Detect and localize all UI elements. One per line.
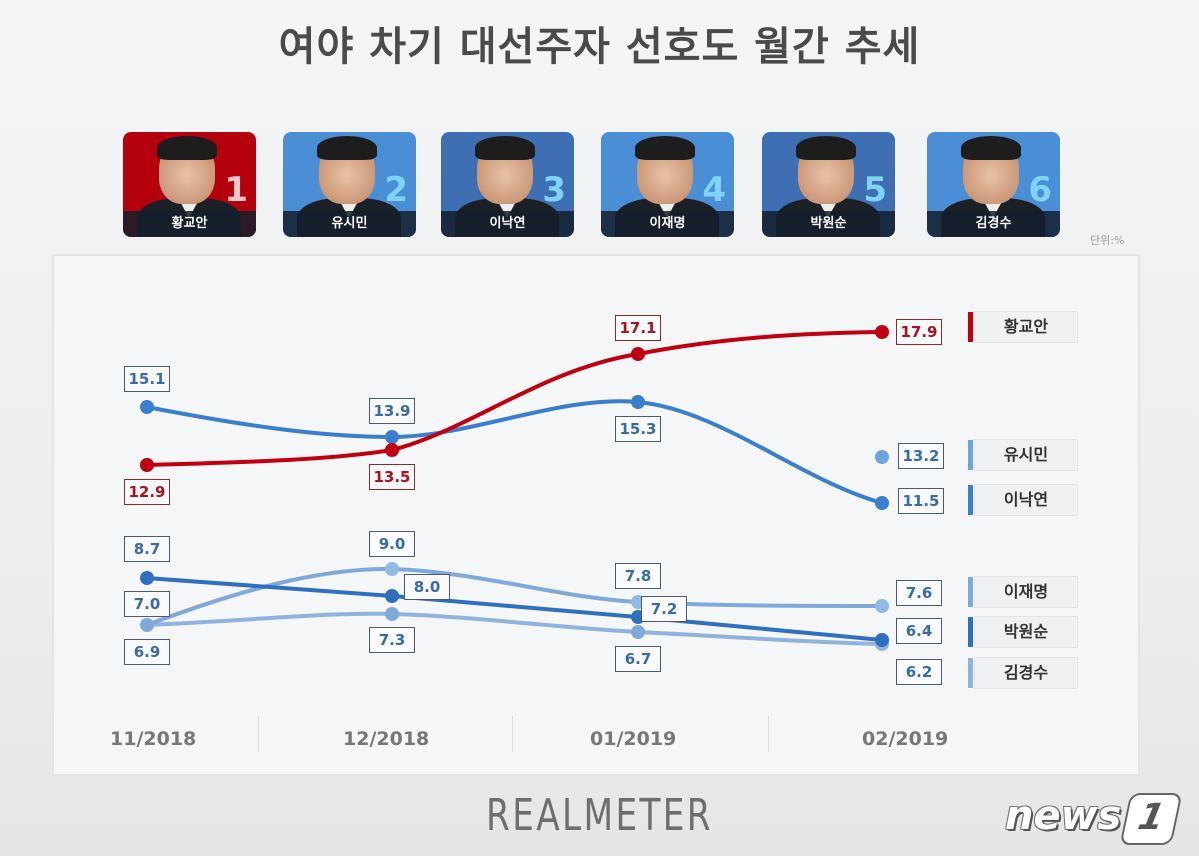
data-label: 17.1 <box>615 315 661 341</box>
data-label: 6.9 <box>124 639 170 665</box>
rank-number: 3 <box>542 170 566 210</box>
data-label: 15.3 <box>615 416 661 442</box>
candidate-name: 박원순 <box>762 211 895 237</box>
rank-number: 6 <box>1028 170 1052 210</box>
data-label: 13.5 <box>369 464 415 490</box>
candidate-cards: 1 황교안 2 유시민 3 이낙연 4 이재명 5 박원순 6 김경수 <box>0 132 1199 238</box>
candidate-card-4: 4 이재명 <box>601 132 734 237</box>
candidate-name: 이재명 <box>601 211 734 237</box>
x-axis-divider <box>512 716 513 752</box>
x-axis-label: 11/2018 <box>110 728 197 750</box>
chart-title: 여야 차기 대선주자 선호도 월간 추세 <box>278 24 921 70</box>
x-axis-divider <box>258 716 259 752</box>
data-label: 8.7 <box>124 536 170 562</box>
data-label: 7.8 <box>615 563 661 589</box>
legend-label: 황교안 <box>974 311 1078 343</box>
x-axis-divider <box>768 716 769 752</box>
data-label: 13.2 <box>898 443 944 469</box>
legend-swatch <box>968 440 973 470</box>
legend-label: 김경수 <box>974 657 1078 689</box>
candidate-card-6: 6 김경수 <box>927 132 1060 237</box>
data-label: 11.5 <box>898 488 944 514</box>
data-label: 6.2 <box>896 659 942 685</box>
x-axis-label: 12/2018 <box>343 728 430 750</box>
x-axis-label: 01/2019 <box>590 728 677 750</box>
data-label: 7.2 <box>641 596 687 622</box>
candidate-name: 황교안 <box>123 211 256 237</box>
candidate-name: 이낙연 <box>441 211 574 237</box>
legend-swatch <box>968 577 973 607</box>
legend-swatch <box>968 617 973 647</box>
legend-item-lee-jm: 이재명 <box>968 575 1080 609</box>
legend-label: 유시민 <box>974 439 1078 471</box>
data-label: 9.0 <box>369 531 415 557</box>
data-label: 6.7 <box>615 646 661 672</box>
legend-swatch <box>968 658 973 688</box>
series-line-hwang <box>146 330 883 467</box>
watermark-text: news <box>1005 793 1122 839</box>
series-line-park <box>146 576 883 642</box>
data-label: 8.0 <box>404 574 450 600</box>
x-axis-label: 02/2019 <box>862 728 949 750</box>
data-label: 12.9 <box>124 479 170 505</box>
legend-item-park: 박원순 <box>968 615 1080 649</box>
legend-label: 박원순 <box>974 616 1078 648</box>
data-label: 13.9 <box>369 398 415 424</box>
candidate-name: 김경수 <box>927 211 1060 237</box>
series-line-kim <box>146 611 883 646</box>
data-label: 6.4 <box>896 618 942 644</box>
data-label: 17.9 <box>896 319 942 345</box>
candidate-name: 유시민 <box>283 211 416 237</box>
legend-item-yoo: 유시민 <box>968 438 1080 472</box>
brand-logo: REALMETER <box>486 790 713 841</box>
legend-item-hwang: 황교안 <box>968 310 1080 344</box>
candidate-card-5: 5 박원순 <box>762 132 895 237</box>
candidate-card-1: 1 황교안 <box>123 132 256 237</box>
rank-number: 1 <box>224 170 248 210</box>
news1-watermark: news 1 <box>1005 793 1183 845</box>
series-line-lee-ny <box>146 399 883 505</box>
legend-item-kim: 김경수 <box>968 656 1080 690</box>
legend-label: 이재명 <box>974 576 1078 608</box>
legend-label: 이낙연 <box>974 484 1078 516</box>
rank-number: 4 <box>702 170 726 210</box>
data-label: 7.6 <box>896 580 942 606</box>
data-points <box>140 325 889 651</box>
data-label: 15.1 <box>124 366 170 392</box>
rank-number: 2 <box>384 170 408 210</box>
unit-label: 단위:% <box>1090 234 1125 247</box>
candidate-card-2: 2 유시민 <box>283 132 416 237</box>
watermark-badge: 1 <box>1119 793 1183 845</box>
rank-number: 5 <box>863 170 887 210</box>
chart-panel <box>52 254 1140 776</box>
legend-item-lee-ny: 이낙연 <box>968 483 1080 517</box>
data-label: 7.0 <box>124 591 170 617</box>
legend-swatch <box>968 485 973 515</box>
legend-swatch <box>968 312 973 342</box>
candidate-card-3: 3 이낙연 <box>441 132 574 237</box>
series-line-lee-jm <box>146 566 883 627</box>
data-label: 7.3 <box>369 627 415 653</box>
